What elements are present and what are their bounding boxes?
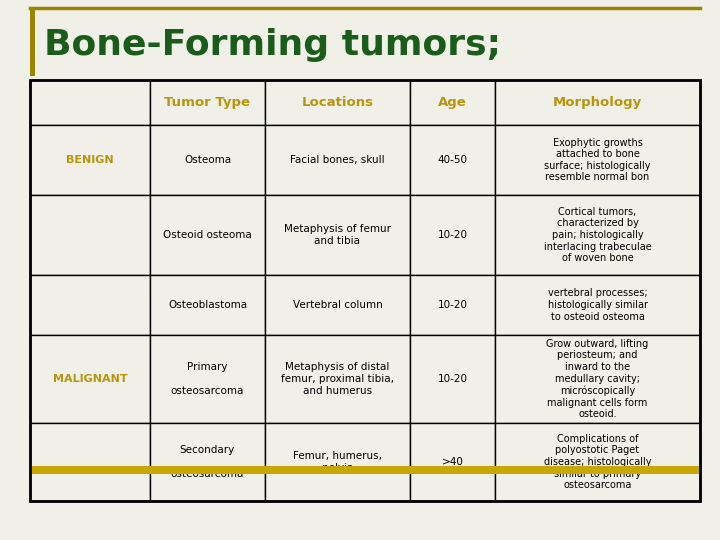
Bar bbox=[150, 195, 265, 275]
Text: MALIGNANT: MALIGNANT bbox=[53, 374, 127, 384]
Bar bbox=[410, 275, 495, 335]
Bar bbox=[495, 275, 700, 335]
Text: vertebral processes;
histologically similar
to osteoid osteoma: vertebral processes; histologically simi… bbox=[547, 288, 647, 322]
Bar bbox=[265, 195, 410, 275]
Text: Metaphysis of distal
femur, proximal tibia,
and humerus: Metaphysis of distal femur, proximal tib… bbox=[281, 362, 394, 396]
Text: Morphology: Morphology bbox=[553, 96, 642, 109]
Text: 40-50: 40-50 bbox=[438, 155, 467, 165]
Bar bbox=[150, 423, 265, 501]
Bar bbox=[265, 423, 410, 501]
Text: Femur, humerus,
pelvis: Femur, humerus, pelvis bbox=[293, 451, 382, 473]
Bar bbox=[265, 80, 410, 125]
Text: Locations: Locations bbox=[302, 96, 374, 109]
Bar bbox=[30, 423, 150, 501]
Bar bbox=[30, 80, 150, 125]
Text: Tumor Type: Tumor Type bbox=[164, 96, 251, 109]
Bar bbox=[495, 80, 700, 125]
Text: 10-20: 10-20 bbox=[438, 230, 467, 240]
Text: Osteoma: Osteoma bbox=[184, 155, 231, 165]
Bar bbox=[30, 125, 150, 195]
Text: BENIGN: BENIGN bbox=[66, 155, 114, 165]
Text: Facial bones, skull: Facial bones, skull bbox=[290, 155, 384, 165]
Text: Complications of
polyostotic Paget
disease; histologically
similar to primary
os: Complications of polyostotic Paget disea… bbox=[544, 434, 652, 490]
Text: Primary

osteosarcoma: Primary osteosarcoma bbox=[171, 362, 244, 396]
Text: Grow outward, lifting
periosteum; and
inward to the
medullary cavity;
micróscopi: Grow outward, lifting periosteum; and in… bbox=[546, 339, 649, 419]
Text: Exophytic growths
attached to bone
surface; histologically
resemble normal bon: Exophytic growths attached to bone surfa… bbox=[544, 138, 651, 183]
Bar bbox=[410, 335, 495, 423]
Bar bbox=[495, 335, 700, 423]
Bar bbox=[30, 80, 700, 501]
Bar bbox=[30, 466, 700, 474]
Text: Bone-Forming tumors;: Bone-Forming tumors; bbox=[44, 28, 501, 62]
Bar bbox=[410, 125, 495, 195]
Text: Cortical tumors,
characterized by
pain; histologically
interlacing trabeculae
of: Cortical tumors, characterized by pain; … bbox=[544, 207, 652, 263]
Bar bbox=[150, 80, 265, 125]
Bar bbox=[265, 335, 410, 423]
Text: >40: >40 bbox=[441, 457, 464, 467]
Text: Metaphysis of femur
and tibia: Metaphysis of femur and tibia bbox=[284, 224, 391, 246]
Bar bbox=[30, 275, 150, 335]
Text: 10-20: 10-20 bbox=[438, 300, 467, 310]
Bar bbox=[265, 275, 410, 335]
Bar bbox=[495, 423, 700, 501]
Bar bbox=[30, 335, 150, 423]
Bar bbox=[265, 125, 410, 195]
Bar bbox=[410, 80, 495, 125]
Bar bbox=[410, 423, 495, 501]
Bar bbox=[410, 195, 495, 275]
Bar bbox=[30, 8, 35, 76]
Bar bbox=[150, 125, 265, 195]
Text: Osteoid osteoma: Osteoid osteoma bbox=[163, 230, 252, 240]
Text: Age: Age bbox=[438, 96, 467, 109]
Bar bbox=[495, 125, 700, 195]
Text: Vertebral column: Vertebral column bbox=[292, 300, 382, 310]
Bar bbox=[30, 195, 150, 275]
Text: Secondary

osteosarcoma: Secondary osteosarcoma bbox=[171, 446, 244, 478]
Bar bbox=[150, 335, 265, 423]
Text: 10-20: 10-20 bbox=[438, 374, 467, 384]
Text: Osteoblastoma: Osteoblastoma bbox=[168, 300, 247, 310]
Bar bbox=[150, 275, 265, 335]
Bar bbox=[495, 195, 700, 275]
